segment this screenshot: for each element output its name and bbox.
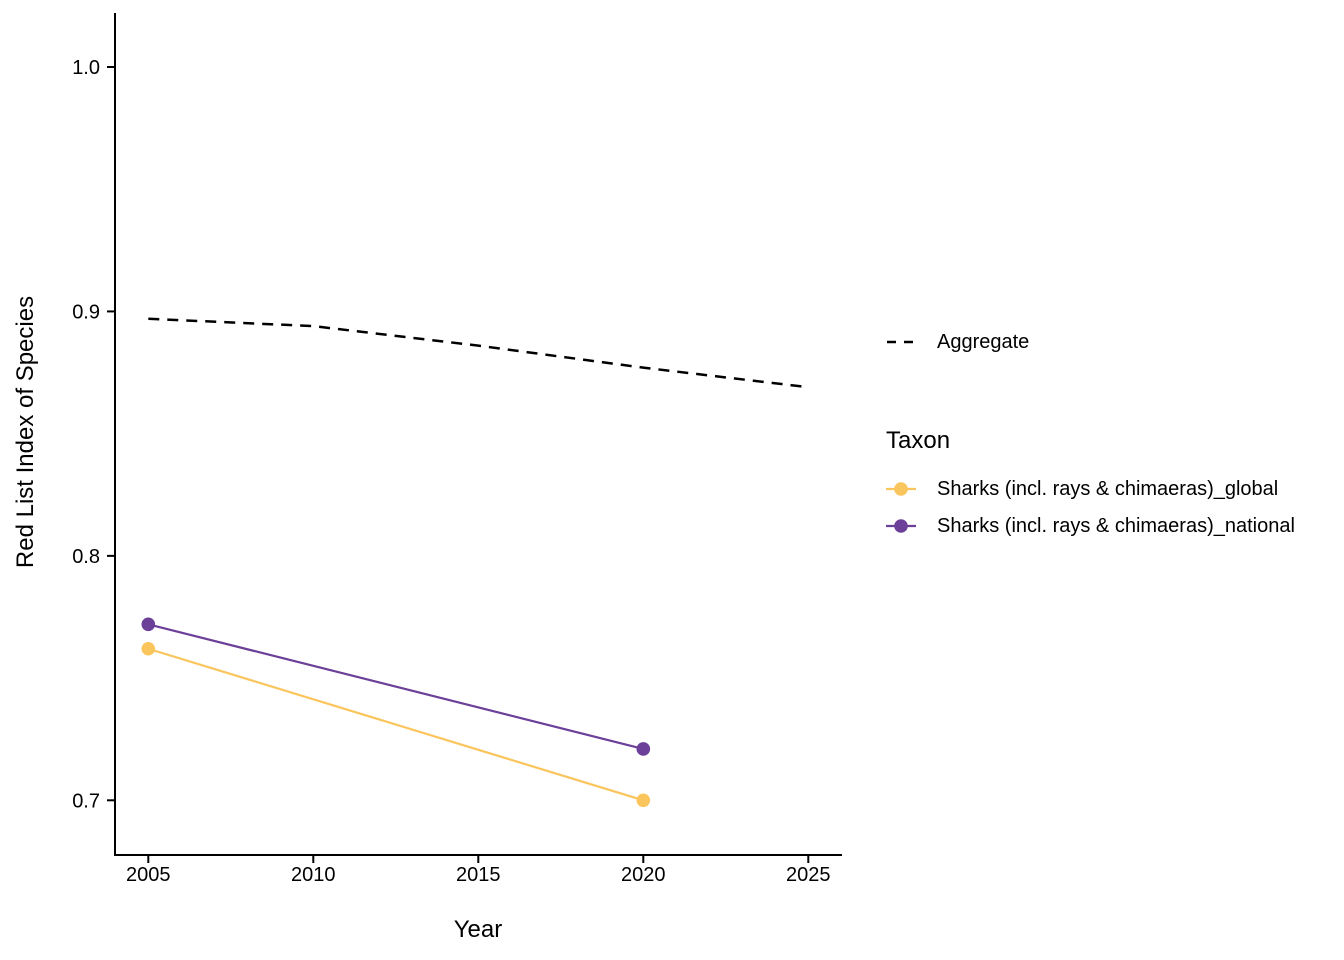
dashed-line-key-icon bbox=[887, 340, 913, 344]
y-tick-label: 0.7 bbox=[72, 790, 100, 812]
series-point-sharks-incl-rays-chimaeras-global bbox=[636, 793, 651, 808]
series-point-sharks-incl-rays-chimaeras-national bbox=[141, 617, 156, 632]
legend-item-aggregate: Aggregate bbox=[886, 330, 1029, 354]
x-axis-title: Year bbox=[453, 916, 503, 943]
legend-label-sharks-national: Sharks (incl. rays & chimaeras)_national bbox=[937, 514, 1295, 537]
series-point-sharks-incl-rays-chimaeras-global bbox=[141, 641, 156, 656]
y-tick-label: 0.9 bbox=[72, 301, 100, 323]
legend-item-sharks-global: Sharks (incl. rays & chimaeras)_global bbox=[886, 477, 1278, 501]
x-tick-label: 2015 bbox=[456, 864, 501, 886]
x-tick-label: 2020 bbox=[621, 864, 666, 886]
series-line-sharks-incl-rays-chimaeras-national bbox=[148, 623, 644, 751]
line-point-key-icon bbox=[886, 519, 916, 533]
legend-title-taxon: Taxon bbox=[886, 427, 951, 454]
line-point-key-icon bbox=[886, 482, 916, 496]
x-tick-label: 2025 bbox=[786, 864, 831, 886]
series-line-aggregate bbox=[148, 317, 809, 389]
series-point-sharks-incl-rays-chimaeras-national bbox=[636, 742, 651, 756]
y-axis-title: Red List Index of Species bbox=[12, 295, 39, 569]
x-tick-label: 2010 bbox=[291, 864, 336, 886]
y-tick-label: 0.8 bbox=[72, 546, 100, 568]
legend: Aggregate Taxon Sharks (incl. rays & chi… bbox=[886, 0, 1344, 960]
x-tick-label: 2005 bbox=[126, 864, 171, 886]
legend-label-sharks-global: Sharks (incl. rays & chimaeras)_global bbox=[937, 477, 1279, 500]
legend-item-sharks-national: Sharks (incl. rays & chimaeras)_national bbox=[886, 514, 1295, 538]
legend-label-aggregate: Aggregate bbox=[937, 330, 1030, 353]
series-line-sharks-incl-rays-chimaeras-global bbox=[147, 647, 644, 802]
y-tick-label: 1.0 bbox=[72, 57, 100, 79]
